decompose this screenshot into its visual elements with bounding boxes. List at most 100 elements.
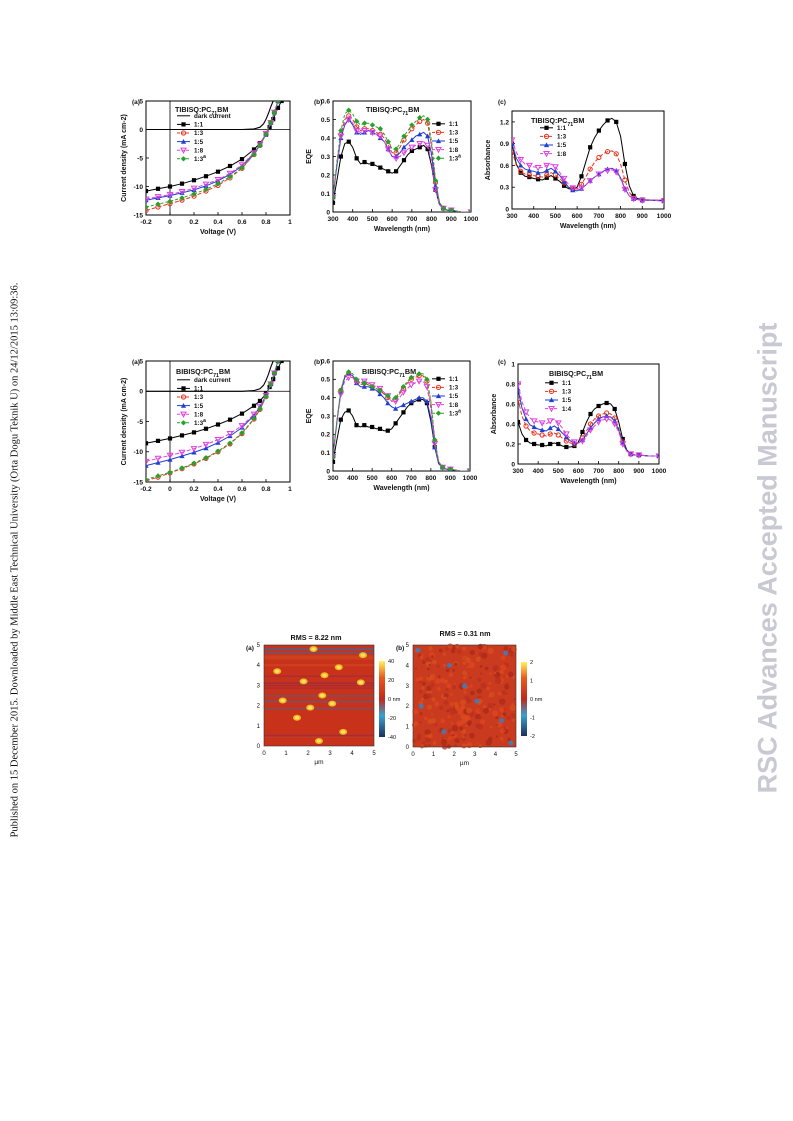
surface-island-core bbox=[358, 680, 363, 684]
surface-texture bbox=[431, 659, 437, 665]
data-point bbox=[155, 186, 161, 191]
data-point bbox=[409, 148, 414, 154]
legend: 1:1 1:31:5 1:81:3a bbox=[432, 121, 461, 162]
data-point bbox=[555, 426, 561, 432]
data-point bbox=[416, 395, 422, 400]
data-point bbox=[571, 440, 577, 446]
surface-texture bbox=[436, 664, 440, 668]
surface-texture bbox=[475, 723, 480, 728]
data-point bbox=[564, 444, 569, 450]
x-tick-label: 700 bbox=[593, 213, 604, 220]
y-tick-label: 0.9 bbox=[500, 141, 509, 148]
data-point bbox=[361, 380, 368, 386]
surface-texture bbox=[505, 692, 508, 695]
surface-texture bbox=[478, 744, 483, 749]
legend-label: 1:3 bbox=[194, 394, 204, 401]
y-tick-label: 0.2 bbox=[321, 172, 330, 179]
y-tick-label: 4 bbox=[406, 663, 410, 669]
colorbar-tick-label: -20 bbox=[388, 716, 396, 722]
data-point bbox=[393, 421, 398, 426]
surface-texture bbox=[487, 736, 493, 742]
colorbar-tick-label: -2 bbox=[530, 734, 535, 740]
data-point bbox=[635, 452, 643, 459]
data-point bbox=[579, 174, 584, 179]
surface-texture bbox=[469, 676, 472, 679]
surface-texture bbox=[412, 738, 417, 743]
data-point bbox=[392, 155, 400, 162]
data-point bbox=[384, 146, 392, 153]
surface-texture bbox=[464, 695, 470, 701]
data-point bbox=[155, 438, 161, 443]
colorbar-tick-label: 20 bbox=[388, 678, 394, 684]
data-point bbox=[622, 177, 628, 183]
data-point bbox=[614, 119, 619, 124]
x-tick-label: 400 bbox=[533, 468, 544, 475]
surface-texture bbox=[475, 708, 482, 714]
scan-streak bbox=[264, 734, 374, 738]
data-point bbox=[448, 207, 454, 212]
surface-texture bbox=[513, 698, 516, 701]
surface-texture bbox=[448, 736, 452, 741]
surface-texture bbox=[486, 686, 491, 691]
data-point bbox=[655, 453, 659, 460]
legend-marker bbox=[548, 397, 555, 403]
surface-texture bbox=[446, 744, 452, 749]
legend-marker bbox=[544, 125, 549, 130]
data-point bbox=[338, 127, 344, 134]
legend-marker bbox=[180, 156, 187, 162]
surface-texture bbox=[487, 647, 494, 655]
series bbox=[146, 101, 284, 194]
data-point bbox=[385, 139, 391, 145]
surface-texture bbox=[422, 741, 426, 745]
x-tick-label: 500 bbox=[550, 213, 561, 220]
surface-depression bbox=[415, 647, 421, 653]
y-tick-label: 0 bbox=[406, 745, 410, 751]
surface-island-core bbox=[341, 730, 346, 734]
data-point bbox=[538, 420, 546, 427]
legend-marker bbox=[549, 380, 554, 385]
data-point bbox=[155, 201, 161, 207]
legend-label: 1:3a bbox=[449, 153, 461, 162]
y-tick-label: 0 bbox=[505, 206, 509, 213]
x-tick-label: 300 bbox=[327, 216, 338, 223]
data-point bbox=[361, 120, 368, 126]
surface-island-core bbox=[280, 698, 285, 703]
data-point bbox=[370, 424, 375, 430]
surface-texture bbox=[465, 707, 472, 714]
data-point bbox=[393, 169, 399, 174]
legend-label: 1:3a bbox=[194, 154, 206, 163]
legend-marker bbox=[436, 121, 441, 126]
data-point bbox=[275, 101, 281, 104]
data-point bbox=[587, 166, 593, 172]
surface-texture bbox=[416, 736, 422, 741]
surface-texture bbox=[418, 680, 422, 684]
data-point bbox=[526, 167, 532, 173]
surface-texture bbox=[477, 656, 480, 659]
surface-island-core bbox=[301, 679, 306, 683]
surface-texture bbox=[467, 715, 470, 718]
legend-label: 1:8 bbox=[449, 402, 459, 409]
data-point bbox=[239, 157, 245, 162]
data-point bbox=[362, 423, 367, 428]
data-point bbox=[190, 446, 198, 453]
x-tick-label: 900 bbox=[633, 468, 644, 475]
data-point bbox=[544, 175, 549, 180]
chart-panel: 300 400 500 600 700 800 900 1000 0 0.1 0.2 0.3 0.4 0.… bbox=[306, 98, 479, 233]
data-point bbox=[518, 168, 524, 174]
surface-texture bbox=[414, 667, 417, 670]
data-point bbox=[361, 128, 368, 135]
surface-texture bbox=[426, 692, 432, 699]
data-point bbox=[214, 437, 222, 444]
surface-texture bbox=[430, 682, 435, 688]
surface-texture bbox=[503, 708, 506, 711]
colorbar-tick-label: 0 nm bbox=[530, 697, 543, 703]
y-tick-label: 0.6 bbox=[500, 163, 509, 170]
surface-texture bbox=[499, 728, 506, 734]
colorbar-tick-label: -1 bbox=[530, 716, 535, 722]
data-point bbox=[146, 207, 149, 214]
data-point bbox=[227, 417, 233, 422]
surface-texture bbox=[425, 734, 429, 738]
x-axis-label: Wavelength (nm) bbox=[374, 226, 430, 233]
x-tick-label: -0.2 bbox=[140, 486, 152, 493]
data-point bbox=[569, 185, 577, 192]
